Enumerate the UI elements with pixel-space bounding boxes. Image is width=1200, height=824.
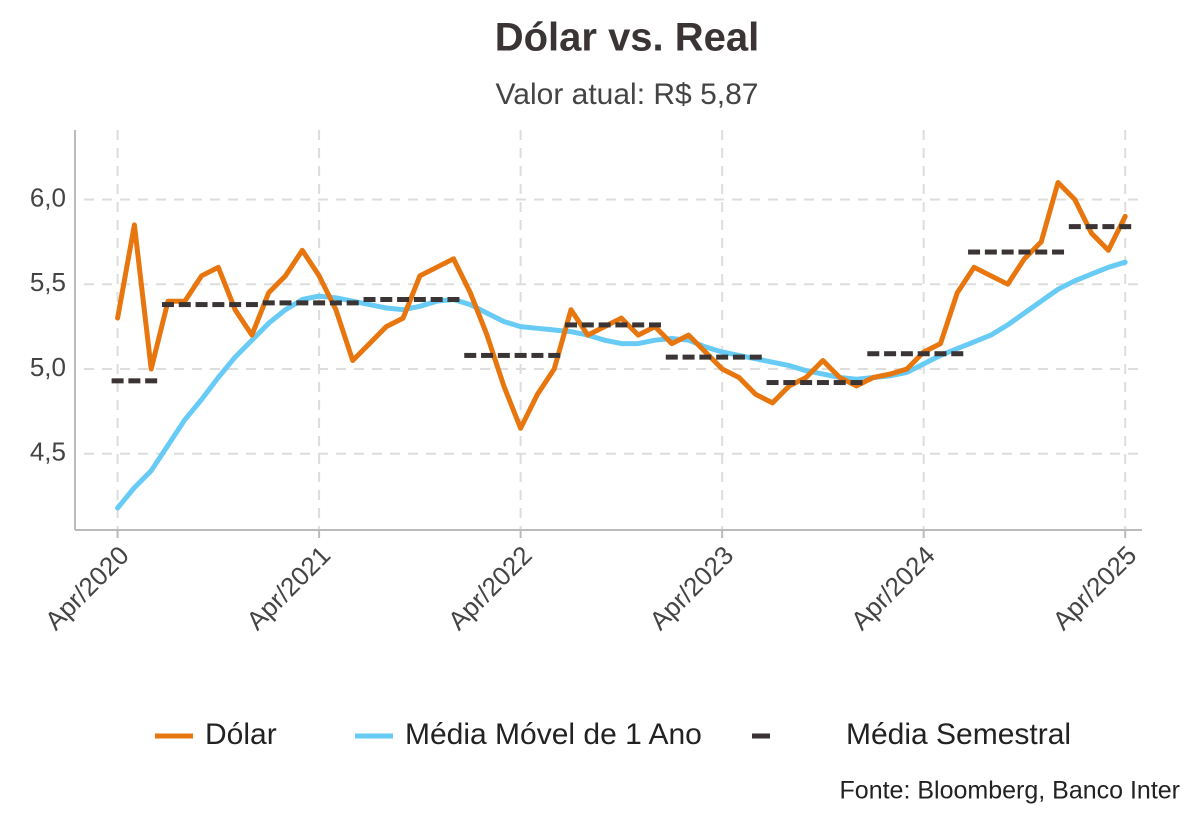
legend-label: Média Semestral (846, 718, 1071, 751)
x-tick-label: Apr/2025 (1046, 540, 1142, 636)
y-tick-label: 4,5 (30, 437, 66, 467)
x-tick-label: Apr/2021 (240, 540, 336, 636)
series-line (115, 180, 1128, 431)
chart-subtitle: Valor atual: R$ 5,87 (496, 78, 759, 111)
y-tick-label: 6,0 (30, 182, 66, 212)
x-tick-label: Apr/2022 (442, 540, 538, 636)
x-tick-label: Apr/2020 (39, 540, 135, 636)
chart-title: Dólar vs. Real (495, 16, 760, 60)
x-tick-label: Apr/2023 (643, 540, 739, 636)
series-line (115, 259, 1128, 511)
x-tick-label: Apr/2024 (845, 540, 941, 636)
y-tick-label: 5,0 (30, 352, 66, 382)
y-tick-label: 5,5 (30, 267, 66, 297)
caption: Fonte: Bloomberg, Banco Inter (840, 777, 1180, 805)
legend-label: Média Móvel de 1 Ano (405, 718, 702, 751)
legend-label: Dólar (205, 718, 277, 751)
